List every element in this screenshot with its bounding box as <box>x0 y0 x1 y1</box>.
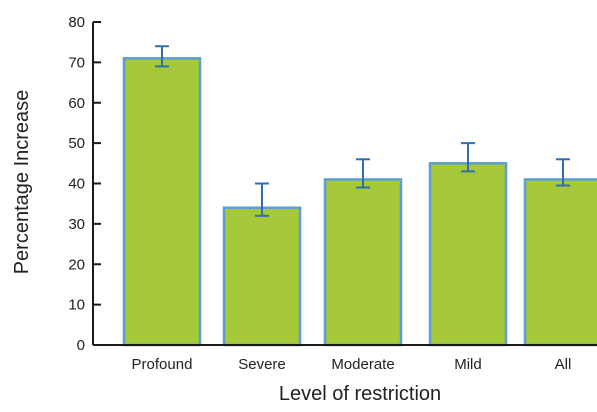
x-category-label: Severe <box>238 356 286 373</box>
y-tick-label: 0 <box>77 337 85 354</box>
x-axis-title: Level of restriction <box>279 383 441 405</box>
y-tick-label: 50 <box>68 135 85 152</box>
bars-group <box>122 57 597 347</box>
error-bar-moderate <box>356 158 370 189</box>
y-axis: 0 10 20 30 40 50 60 70 80 <box>68 14 101 354</box>
x-category-label: Profound <box>132 356 193 373</box>
x-category-label: All <box>555 356 572 373</box>
x-axis: Profound Severe Moderate Mild All <box>93 344 597 373</box>
error-bar-all <box>556 158 570 187</box>
error-bar-severe <box>255 182 269 217</box>
bar-severe <box>222 206 302 347</box>
y-tick-label: 10 <box>68 297 85 314</box>
y-tick-label: 20 <box>68 256 85 273</box>
y-axis-title: Percentage Increase <box>11 90 33 275</box>
error-bar-mild <box>461 142 475 173</box>
error-bars-group <box>155 45 570 217</box>
y-tick-label: 30 <box>68 216 85 233</box>
bar-all <box>523 178 597 347</box>
y-tick-label: 60 <box>68 95 85 112</box>
y-tick-label: 70 <box>68 54 85 71</box>
x-category-label: Moderate <box>331 356 394 373</box>
bar-moderate <box>323 178 403 347</box>
y-tick-label: 40 <box>68 176 85 193</box>
bar-profound <box>122 57 202 347</box>
error-bar-profound <box>155 45 169 68</box>
bar-mild <box>428 162 508 347</box>
y-tick-label: 80 <box>68 14 85 31</box>
x-category-label: Mild <box>454 356 482 373</box>
